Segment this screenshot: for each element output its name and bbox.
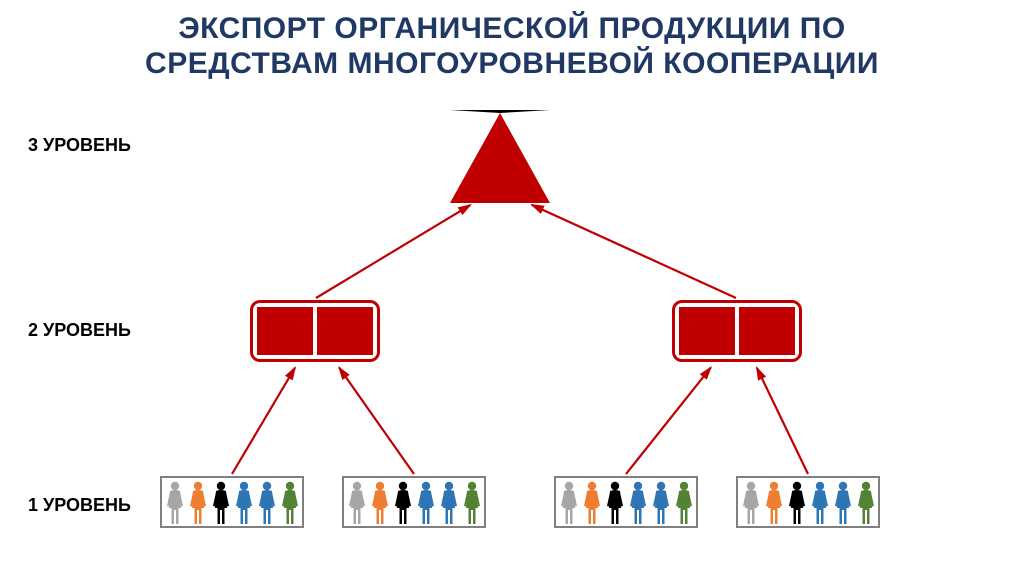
person-icon: [581, 480, 603, 526]
level1-group-1: [160, 476, 304, 528]
person-icon: [392, 480, 414, 526]
person-icon: [855, 480, 877, 526]
page-title: ЭКСПОРТ ОРГАНИЧЕСКОЙ ПРОДУКЦИИ ПО СРЕДСТ…: [0, 0, 1024, 81]
title-line-1: ЭКСПОРТ ОРГАНИЧЕСКОЙ ПРОДУКЦИИ ПО: [178, 12, 845, 45]
title-line-2: СРЕДСТВАМ МНОГОУРОВНЕВОЙ КООПЕРАЦИИ: [145, 47, 879, 80]
person-icon: [763, 480, 785, 526]
person-icon: [415, 480, 437, 526]
level2-box-right-b: [739, 307, 795, 355]
person-icon: [164, 480, 186, 526]
level1-group-2: [342, 476, 486, 528]
person-icon: [369, 480, 391, 526]
level-1-label: 1 УРОВЕНЬ: [28, 495, 131, 516]
level2-box-right: [672, 300, 802, 362]
person-icon: [233, 480, 255, 526]
person-icon: [809, 480, 831, 526]
person-icon: [673, 480, 695, 526]
level1-group-4: [736, 476, 880, 528]
level-3-label: 3 УРОВЕНЬ: [28, 135, 131, 156]
level2-box-right-a: [679, 307, 735, 355]
person-icon: [279, 480, 301, 526]
level-2-label: 2 УРОВЕНЬ: [28, 320, 131, 341]
person-icon: [604, 480, 626, 526]
level1-group-3: [554, 476, 698, 528]
person-icon: [558, 480, 580, 526]
person-icon: [627, 480, 649, 526]
person-icon: [187, 480, 209, 526]
person-icon: [832, 480, 854, 526]
person-icon: [786, 480, 808, 526]
person-icon: [210, 480, 232, 526]
level2-box-left-b: [317, 307, 373, 355]
level2-box-left: [250, 300, 380, 362]
person-icon: [461, 480, 483, 526]
person-icon: [650, 480, 672, 526]
person-icon: [256, 480, 278, 526]
level2-box-left-a: [257, 307, 313, 355]
triangle-icon: [450, 110, 550, 203]
person-icon: [438, 480, 460, 526]
person-icon: [740, 480, 762, 526]
person-icon: [346, 480, 368, 526]
